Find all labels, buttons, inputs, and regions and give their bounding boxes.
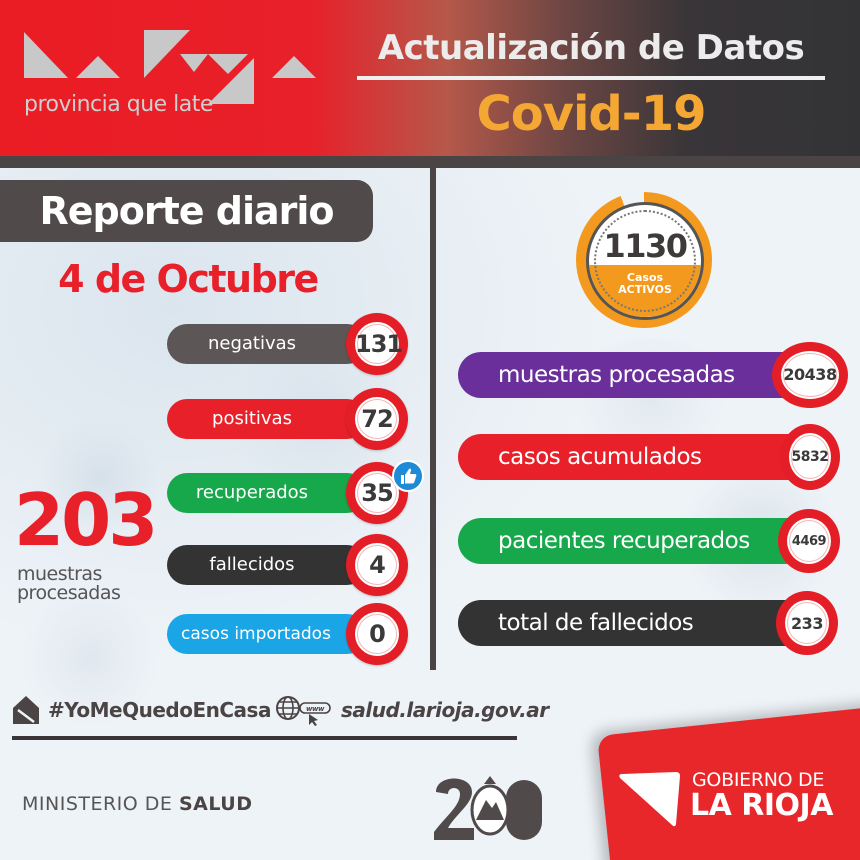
ministry-name: MINISTERIO DE SALUD (22, 793, 253, 815)
stat-casos-importados: casos importados (167, 614, 367, 654)
stat-badge-pacientes-recuperados: 4469 (778, 509, 840, 573)
stat-label: positivas (212, 408, 292, 429)
home-icon (13, 696, 39, 724)
stat-badge-negativas: 131 (346, 313, 408, 375)
stat-badge-total-fallecidos: 233 (776, 591, 838, 655)
active-cases-circle: 1130 Casos ACTIVOS (586, 202, 704, 320)
daily-report-banner: Reporte diario (0, 180, 373, 242)
stat-negativas: negativas (167, 324, 367, 364)
la-rioja-logo-icon (24, 30, 316, 104)
stat-label: fallecidos (209, 554, 295, 575)
stat-casos-acumulados: casos acumulados (458, 434, 818, 480)
svg-text:www: www (306, 705, 325, 713)
stat-value: 0 (369, 620, 386, 648)
stat-badge-casos-acumulados: 5832 (780, 424, 840, 490)
stat-muestras-procesadas: muestras procesadas (458, 352, 818, 398)
logo-tagline: provincia que late (24, 92, 213, 117)
website-link[interactable]: www salud.larioja.gov.ar (275, 692, 549, 728)
header-bottom-bar (0, 156, 860, 168)
stat-value: 72 (361, 405, 393, 433)
column-divider (430, 168, 436, 670)
thumbs-up-icon (392, 460, 424, 492)
header-title: Actualización de Datos (377, 28, 805, 68)
stat-label: pacientes recuperados (498, 528, 750, 554)
header-divider (357, 76, 825, 80)
stat-fallecidos: fallecidos (167, 545, 367, 585)
stat-badge-positivas: 72 (346, 388, 408, 450)
stat-badge-casos-importados: 0 (346, 603, 408, 665)
stat-total-fallecidos: total de fallecidos (458, 600, 818, 646)
daily-report-title: Reporte diario (39, 189, 335, 233)
footer-divider (12, 736, 517, 740)
stat-pacientes-recuperados: pacientes recuperados (458, 518, 818, 564)
stat-label: casos importados (181, 624, 331, 644)
stat-badge-fallecidos: 4 (346, 534, 408, 596)
hashtag: #YoMeQuedoEnCasa (12, 692, 271, 728)
stat-label: negativas (207, 333, 297, 354)
government-label-top: GOBIERNO DE (692, 769, 825, 791)
stat-value: 20438 (783, 365, 837, 384)
stat-value: 4 (369, 551, 386, 579)
globe-www-icon: www (276, 696, 331, 726)
stat-label: casos acumulados (498, 444, 702, 470)
active-cases-label: Casos ACTIVOS (618, 271, 672, 296)
stat-value: 233 (791, 614, 823, 633)
stat-label: recuperados (195, 482, 309, 503)
header: provincia que late Actualización de Dato… (0, 0, 860, 156)
stat-recuperados: recuperados (167, 473, 367, 513)
government-label-bottom: LA RIOJA (690, 788, 833, 823)
stat-label: muestras procesadas (498, 362, 735, 388)
daily-samples-caption: muestras procesadas (17, 563, 121, 604)
header-subtitle: Covid-19 (476, 86, 706, 142)
stat-badge-recuperados: 35 (346, 462, 408, 524)
stat-value: 4469 (791, 534, 827, 549)
stat-badge-muestras-procesadas: 20438 (772, 342, 848, 408)
active-cases-value: 1130 (603, 227, 688, 265)
report-date: 4 de Octubre (58, 257, 319, 301)
daily-samples-total: 203 (14, 478, 158, 562)
stat-positivas: positivas (167, 399, 367, 439)
200-anniversary-emblem-icon (434, 776, 542, 840)
stat-value: 5832 (791, 449, 829, 465)
stat-label: total de fallecidos (498, 610, 694, 636)
la-rioja-triangle-icon (619, 772, 680, 827)
stat-value: 35 (361, 479, 393, 507)
stat-value: 131 (355, 330, 403, 358)
